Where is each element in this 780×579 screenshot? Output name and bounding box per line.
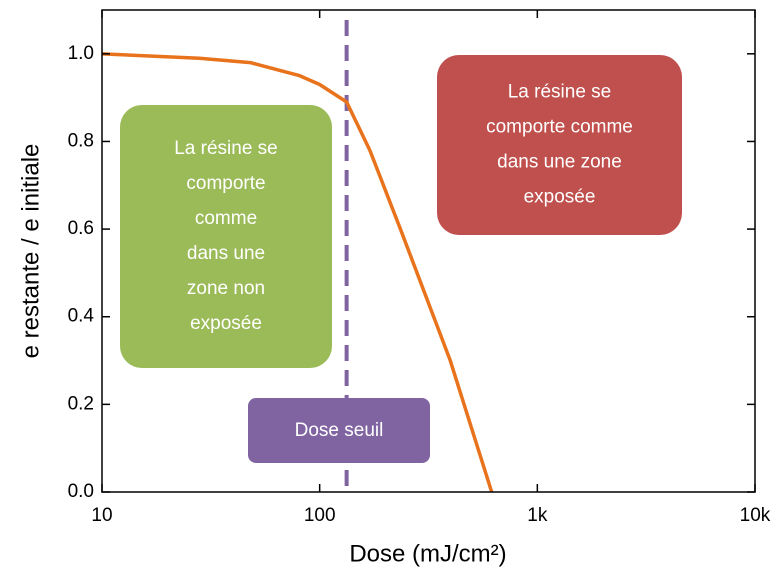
y-tick-label: 0.6 — [68, 218, 94, 239]
line-series — [101, 52, 494, 493]
threshold-label: Dose seuil — [295, 420, 384, 441]
annotation-text: comporte comme — [486, 117, 633, 138]
annotation-text: La résine se — [508, 82, 612, 103]
y-tick-label: 0.8 — [68, 130, 94, 151]
annotation-text: zone non — [187, 278, 265, 299]
annotation-box — [437, 55, 682, 235]
x-axis-label: Dose (mJ/cm²) — [349, 540, 506, 567]
annotation-text: dans une zone — [497, 152, 622, 173]
plot-frame — [101, 9, 756, 493]
x-tick-label: 100 — [304, 505, 336, 526]
annotation-text: exposée — [524, 187, 596, 208]
annotation-text: exposée — [190, 313, 262, 334]
annotation-text: comme — [195, 208, 257, 229]
annotation-text: comporte — [186, 173, 265, 194]
x-tick-label: 10 — [91, 505, 112, 526]
threshold-box — [248, 398, 430, 463]
y-tick-label: 0.4 — [68, 306, 95, 327]
annotation-text: La résine se — [174, 138, 278, 159]
x-tick-label: 10k — [740, 505, 771, 526]
annotation-box — [120, 105, 332, 368]
x-tick-label: 1k — [527, 505, 548, 526]
y-tick-label: 0.0 — [68, 481, 94, 502]
y-axis-label: e restante / e initiale — [17, 144, 44, 359]
annotation-text: dans une — [187, 243, 265, 264]
y-tick-label: 0.2 — [68, 393, 94, 414]
y-tick-label: 1.0 — [68, 43, 94, 64]
